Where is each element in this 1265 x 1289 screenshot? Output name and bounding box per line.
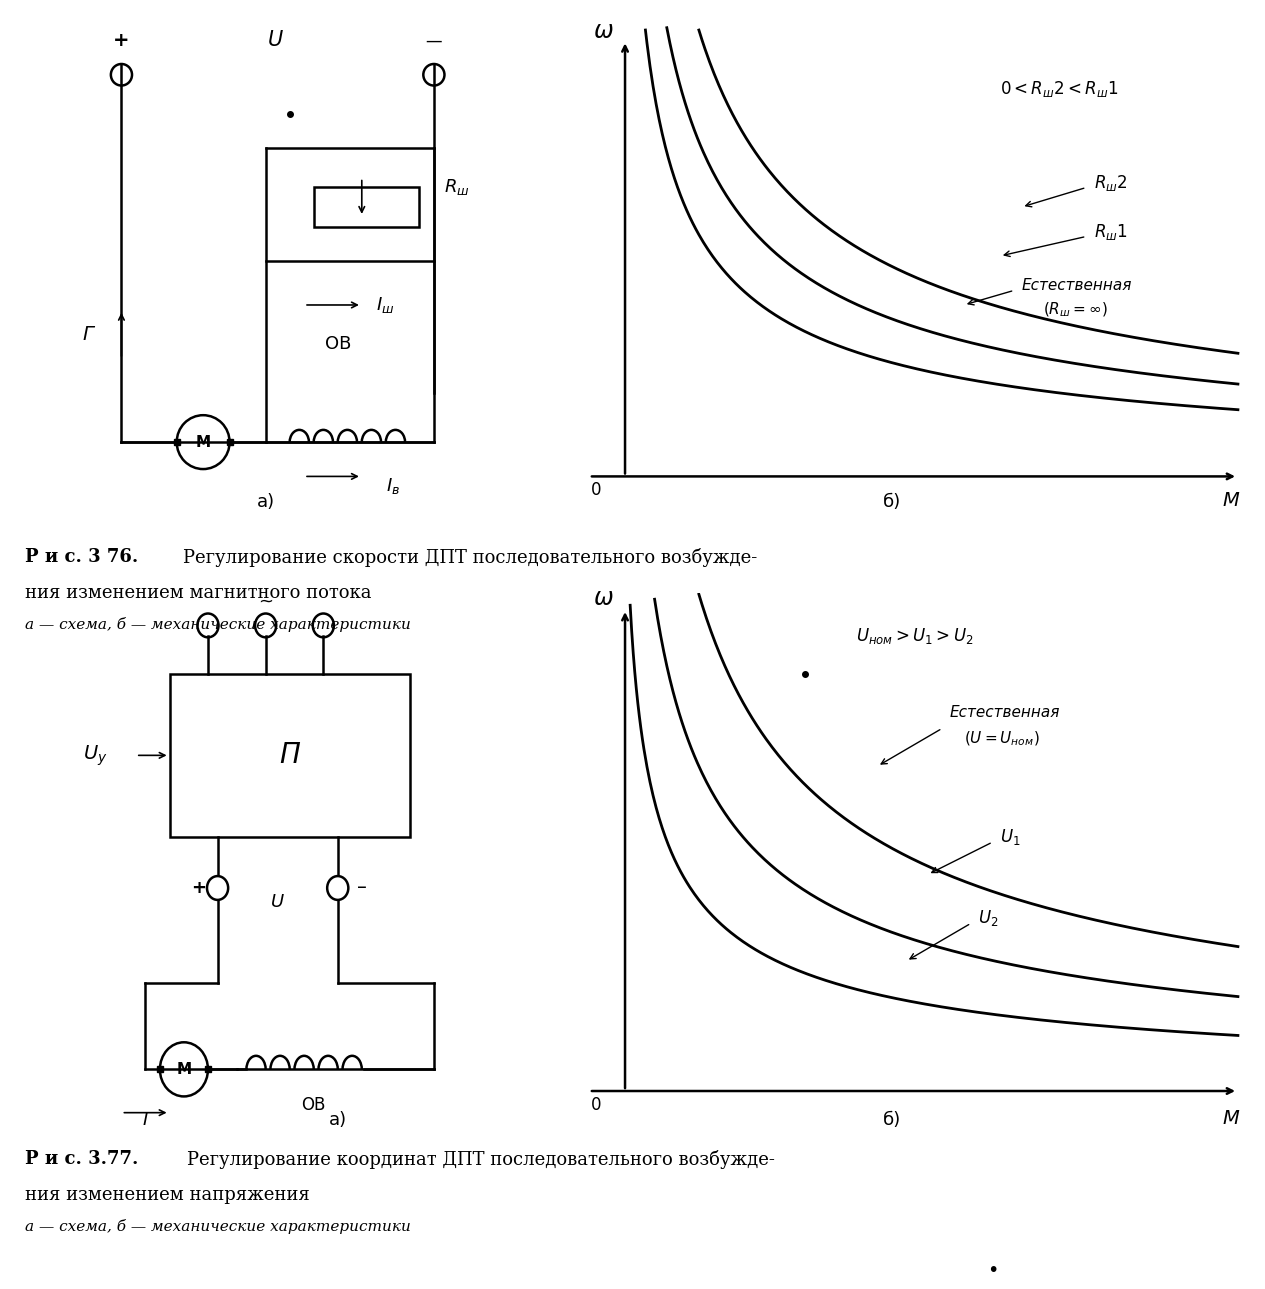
Text: Г: Г (82, 325, 94, 344)
Text: ния изменением напряжения: ния изменением напряжения (25, 1186, 310, 1204)
Text: П: П (280, 741, 300, 770)
Text: $I_ш$: $I_ш$ (376, 295, 395, 315)
Text: 0: 0 (591, 1097, 601, 1115)
Text: U: U (268, 31, 283, 50)
Text: U: U (271, 892, 285, 910)
Text: Регулирование координат ДПТ последовательного возбужде-: Регулирование координат ДПТ последовател… (187, 1150, 775, 1169)
Text: б): б) (883, 1111, 901, 1129)
Text: $U_1$: $U_1$ (999, 826, 1021, 847)
Text: Р и с. 3.77.: Р и с. 3.77. (25, 1150, 139, 1168)
Text: а): а) (329, 1111, 347, 1129)
Text: $R_{ш}1$: $R_{ш}1$ (1094, 222, 1127, 241)
Text: $M$: $M$ (1222, 491, 1240, 510)
Text: $0<R_{ш}2<R_{ш}1$: $0<R_{ш}2<R_{ш}1$ (999, 80, 1118, 99)
Bar (170, 674, 410, 837)
Text: ~: ~ (258, 592, 273, 610)
Text: Р и с. 3 76.: Р и с. 3 76. (25, 548, 139, 566)
Text: –: – (357, 879, 367, 897)
Bar (314, 187, 420, 227)
Text: Естественная: Естественная (950, 705, 1060, 719)
Text: •: • (987, 1261, 998, 1280)
Text: $\omega$: $\omega$ (593, 586, 614, 611)
Text: а — схема, б — механические характеристики: а — схема, б — механические характеристи… (25, 1219, 411, 1235)
Text: $U_{ном}>U_1>U_2$: $U_{ном}>U_1>U_2$ (855, 626, 973, 646)
Text: Естественная: Естественная (1022, 278, 1132, 293)
Text: $R_ш$: $R_ш$ (444, 178, 469, 197)
Text: +: + (113, 31, 130, 50)
Text: 0: 0 (591, 481, 601, 499)
Text: а — схема, б — механические характеристики: а — схема, б — механические характеристи… (25, 617, 411, 633)
Text: M: M (176, 1062, 191, 1076)
Text: +: + (191, 879, 206, 897)
Text: $\omega$: $\omega$ (593, 18, 614, 43)
Text: M: M (196, 434, 211, 450)
Text: $M$: $M$ (1222, 1109, 1240, 1128)
Text: $U_2$: $U_2$ (978, 907, 999, 928)
Text: $U_у$: $U_у$ (83, 742, 108, 768)
Text: —: — (425, 31, 443, 49)
Text: Регулирование скорости ДПТ последовательного возбужде-: Регулирование скорости ДПТ последователь… (183, 548, 758, 567)
Text: $I$: $I$ (142, 1111, 149, 1129)
Text: ния изменением магнитного потока: ния изменением магнитного потока (25, 584, 372, 602)
Text: $R_{ш}2$: $R_{ш}2$ (1094, 173, 1127, 192)
Text: б): б) (883, 492, 901, 510)
Text: $(U=U_{ном})$: $(U=U_{ном})$ (964, 730, 1040, 749)
Text: $I_в$: $I_в$ (386, 476, 400, 496)
Text: $(R_{ш}=\infty)$: $(R_{ш}=\infty)$ (1044, 300, 1108, 320)
Text: а): а) (257, 492, 275, 510)
Text: ОВ: ОВ (301, 1096, 326, 1114)
Text: ОВ: ОВ (325, 335, 350, 353)
